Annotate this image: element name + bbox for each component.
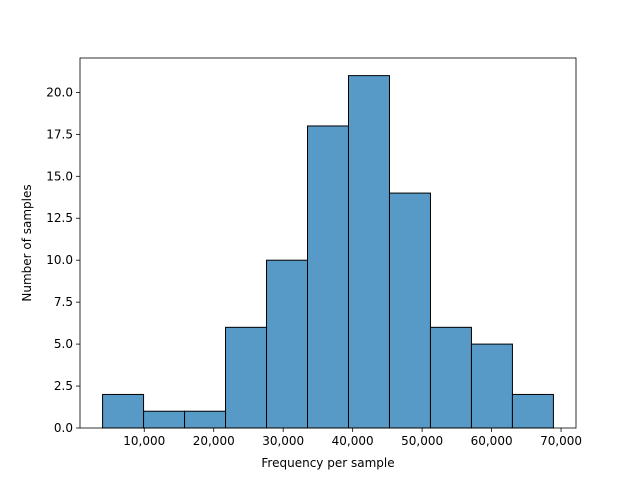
x-axis-label: Frequency per sample (261, 456, 394, 470)
plot-frame (79, 57, 577, 429)
x-tick-label: 60,000 (471, 434, 513, 448)
y-tick-label: 17.5 (46, 127, 73, 141)
histogram-bars (102, 75, 554, 429)
histogram-bar-1 (143, 410, 186, 429)
x-tick-label: 50,000 (401, 434, 443, 448)
x-tick-label: 30,000 (262, 434, 304, 448)
y-tick-label: 12.5 (46, 211, 73, 225)
histogram-bar-8 (429, 326, 472, 429)
histogram-bar-4 (266, 259, 309, 429)
histogram-bar-5 (307, 125, 349, 429)
histogram-bar-6 (347, 75, 390, 429)
y-tick-label: 7.5 (54, 295, 73, 309)
y-tick-label: 20.0 (46, 85, 73, 99)
histogram-bar-0 (102, 393, 145, 429)
histogram-bar-10 (511, 393, 554, 429)
x-tick-label: 10,000 (123, 434, 165, 448)
y-tick-label: 2.5 (54, 379, 73, 393)
y-tick-label: 15.0 (46, 169, 73, 183)
y-tick-label: 0.0 (54, 421, 73, 435)
histogram-bar-9 (470, 343, 513, 429)
x-tick-label: 70,000 (540, 434, 582, 448)
x-axis-ticks: 10,000 20,000 30,000 40,000 50,000 60,000 70,0… (123, 428, 582, 448)
y-tick-label: 5.0 (54, 337, 73, 351)
x-tick-label: 20,000 (193, 434, 235, 448)
y-tick-label: 10.0 (46, 253, 73, 267)
x-tick-label: 40,000 (332, 434, 374, 448)
histogram-bar-7 (388, 192, 431, 429)
histogram-bar-3 (225, 326, 268, 429)
y-axis-ticks: 0.0 2.5 5.0 7.5 10.0 12.5 15.0 17.5 20.0 (46, 85, 80, 435)
y-axis-label: Number of samples (20, 184, 34, 301)
histogram-bar-2 (184, 410, 227, 429)
